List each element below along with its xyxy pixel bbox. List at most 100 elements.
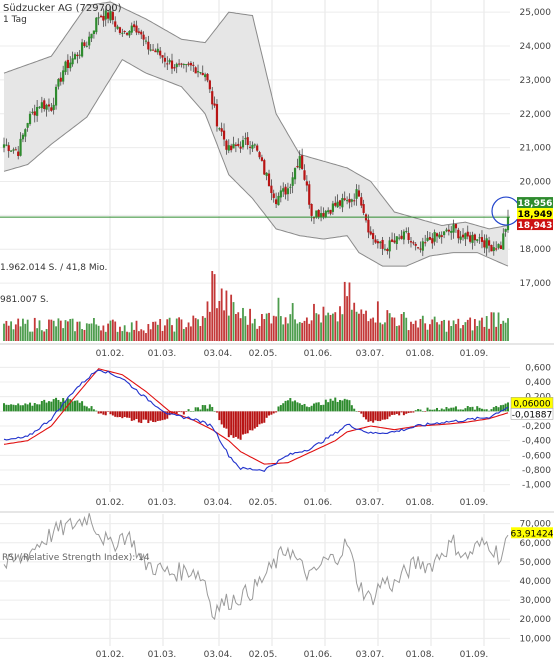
macd-histogram-bar [268,411,271,416]
macd-histogram-bar [111,411,114,416]
candle-body [118,27,122,33]
volume-bar [208,311,211,341]
volume-bar [164,325,166,341]
candle-body [71,58,74,65]
volume-bar [24,323,27,341]
macd-histogram-bar [445,407,448,412]
candle-body [443,231,446,236]
candle-body [343,198,346,200]
candle-body [386,249,389,251]
candle-body [180,63,183,65]
macd-histogram-bar [166,411,169,419]
candle-body [73,54,77,60]
macd-histogram-bar [275,411,278,413]
candle-body [244,138,247,140]
candle-body [282,188,285,192]
volume-bar [507,318,509,341]
macd-histogram-bar [305,406,308,412]
macd-histogram-bar [485,409,488,412]
macd-histogram-bar [303,403,306,412]
volume-bar [270,323,273,341]
volume-bar [116,331,119,341]
macd-histogram-bar [225,411,228,429]
macd-histogram-bar [447,408,450,412]
macd-histogram-bar [33,403,36,412]
bollinger-upper-line [3,1,509,230]
rsi-y-tick-label: 40,000 [520,577,552,587]
candle-body [125,33,129,35]
rsi-x-tick-label: 03.04. [204,650,233,660]
candle-body [59,77,62,82]
volume-bar [64,320,67,341]
candle-body [213,103,216,106]
volume-bar [232,302,235,341]
candle-body [173,67,176,69]
macd-histogram-bar [466,406,469,412]
candle-body [140,31,143,35]
macd-histogram-bar [244,411,247,434]
rsi-y-tick-label: 70,000 [520,520,552,530]
candle-body [376,241,379,244]
candle-body [121,32,124,34]
volume-bar [459,328,462,341]
macd-histogram-bar [140,411,143,424]
candle-body [416,247,420,249]
macd-histogram-bar [5,404,8,412]
volume-bar [142,330,145,341]
volume-bar [320,322,322,341]
candle-body [227,145,230,151]
volume-bar [447,320,450,341]
candle-body [57,79,60,87]
candle-body [149,49,152,51]
volume-bar [227,315,230,341]
volume-bar [431,319,434,341]
candle-body [350,199,353,202]
macd-histogram-bar [239,411,242,440]
macd-histogram-bar [324,399,327,412]
volume-bar [343,281,346,341]
volume-bar [59,320,62,341]
candle-body [52,104,55,110]
volume-bar [369,318,372,341]
macd-histogram-bar [81,401,84,412]
candle-body [445,229,448,232]
rsi-x-tick-label: 01.09. [460,650,489,660]
volume-bar [123,325,126,341]
macd-histogram-bar [417,409,420,412]
macd-histogram-bar [310,405,313,412]
macd-histogram-bar [230,411,233,436]
candle-body [24,129,27,137]
candle-body [338,200,342,206]
macd-histogram-bar [24,403,27,412]
macd-histogram-bar [462,409,465,412]
macd-histogram-bar [395,411,398,414]
macd-histogram-bar [78,402,81,412]
candle-body [85,45,88,47]
candle-body [345,200,349,202]
macd-histogram-bar [334,397,337,412]
volume-bar [395,326,398,341]
macd-histogram-bar [182,411,185,415]
volume-bar [353,302,356,341]
price-y-tick-label: 25,000 [520,8,552,18]
volume-bar [440,320,443,341]
volume-bar [76,321,79,341]
candle-body [215,104,219,127]
macd-histogram-bar [121,411,124,419]
candle-body [83,42,86,46]
volume-bar [71,318,74,341]
macd-histogram-bar [114,411,117,417]
macd-histogram-bar [90,406,93,412]
candle-body [310,204,313,216]
candle-body [163,57,167,62]
macd-histogram-bar [128,411,131,418]
macd-histogram-bar [36,404,39,412]
volume-bar [301,322,304,341]
candle-body [78,54,81,56]
candle-body [69,62,72,69]
volume-bar [256,328,259,341]
macd-histogram-bar [443,409,446,412]
candle-body [317,209,320,217]
volume-bar [464,322,467,341]
